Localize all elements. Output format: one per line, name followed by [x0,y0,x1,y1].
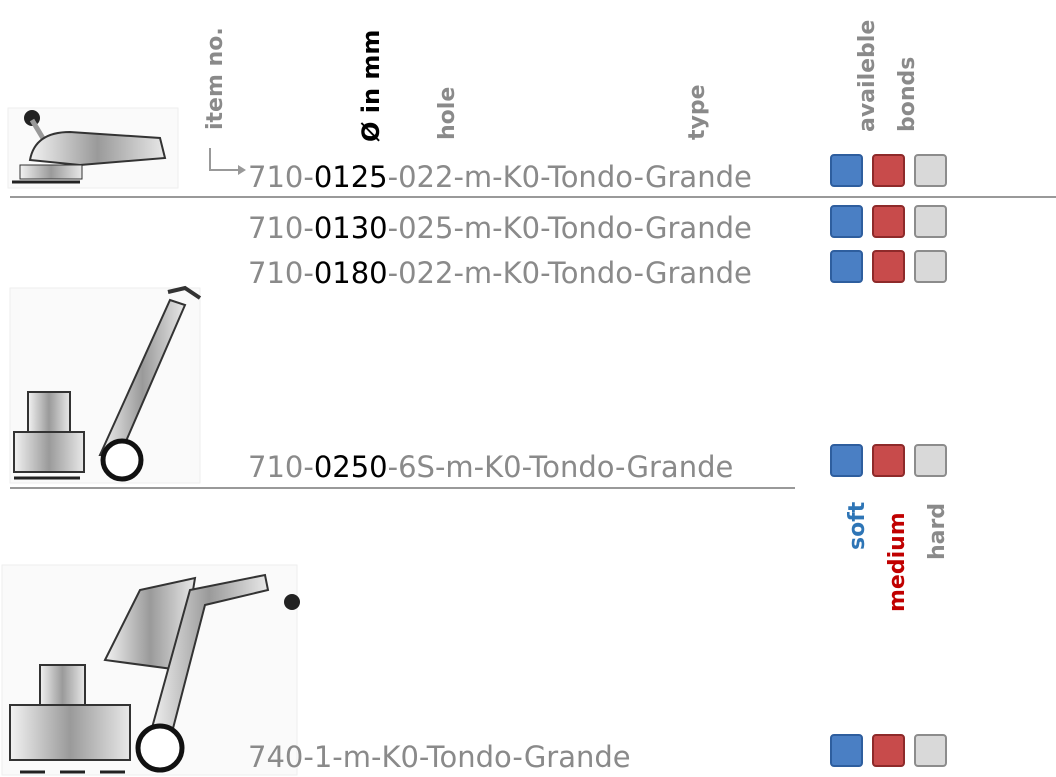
arrow-head [238,165,246,175]
legend-hard: hard [925,503,950,560]
bond-box [872,444,905,477]
item-number: 710-0250-6S-m-K0-Tondo-Grande [248,450,733,484]
bond-box [914,205,947,238]
header: type [685,84,710,140]
item-number: 710-0180-022-m-K0-Tondo-Grande [248,256,752,290]
bond-box [914,250,947,283]
bond-box [830,444,863,477]
legend-soft: soft [845,501,870,550]
machine-large [1,564,300,776]
bond-box [872,154,905,187]
machine-small [7,107,179,189]
item-part: -022-m-K0-Tondo-Grande [388,160,752,194]
header: bonds [895,57,920,132]
item-part: 710- [248,160,314,194]
bond-box [914,444,947,477]
bond-box [830,154,863,187]
bond-box [872,205,905,238]
header: item no. [203,27,228,130]
bond-box [914,154,947,187]
item-number: 710-0130-025-m-K0-Tondo-Grande [248,211,752,245]
header: hole [435,87,460,140]
diameter: 0130 [314,211,388,245]
header: Ø in mm [357,30,385,142]
diameter: 0250 [314,450,388,484]
legend-medium: medium [885,512,910,612]
item-part: -025-m-K0-Tondo-Grande [388,211,752,245]
item-part: 710- [248,256,314,290]
item-number: 710-0125-022-m-K0-Tondo-Grande [248,160,752,194]
bond-box [872,734,905,767]
bond-box [914,734,947,767]
diameter: 0180 [314,256,388,290]
bond-box [830,205,863,238]
item-part: -022-m-K0-Tondo-Grande [388,256,752,290]
rows: 710-0125-022-m-K0-Tondo-Grande710-0130-0… [248,154,947,774]
bond-box [830,250,863,283]
item-number: 740-1-m-K0-Tondo-Grande [248,740,631,774]
bond-box [872,250,905,283]
item-part: 710- [248,450,314,484]
header: availeble [855,20,880,132]
diameter: 0125 [314,160,388,194]
arrow [209,148,238,171]
machine-medium [9,285,202,484]
bond-box [830,734,863,767]
item-part: 710- [248,211,314,245]
item-part: 740-1-m-K0-Tondo-Grande [248,740,631,774]
item-part: -6S-m-K0-Tondo-Grande [388,450,734,484]
